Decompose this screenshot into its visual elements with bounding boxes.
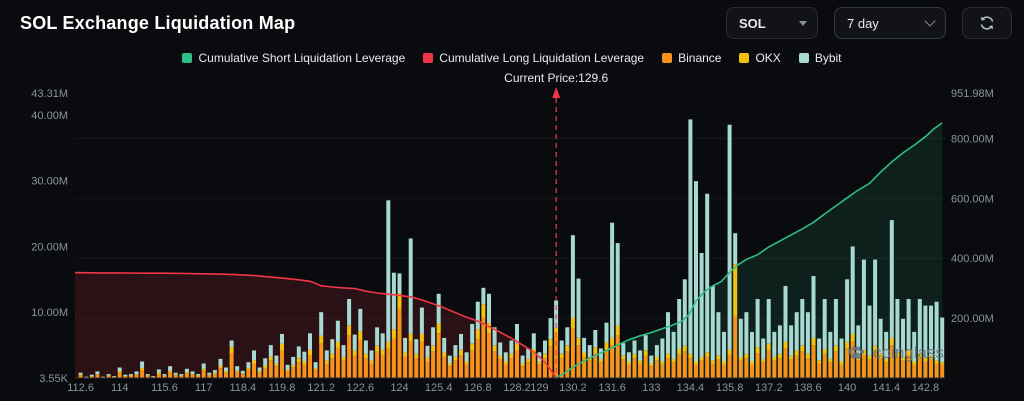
chart-legend: Cumulative Short Liquidation Leverage Cu… — [0, 48, 1024, 68]
x-axis-tick: 121.2 — [307, 382, 335, 394]
liquidation-bars — [78, 119, 945, 378]
header-controls: SOL 7 day — [726, 7, 1012, 39]
x-axis-tick: 133 — [642, 382, 660, 394]
x-axis-tick: 128.2 — [503, 382, 531, 394]
cumulative-long-line-area — [75, 272, 557, 378]
x-axis-tick: 118.4 — [229, 382, 256, 394]
legend-swatch-icon — [182, 53, 193, 63]
left-axis-tick: 43.31M — [31, 88, 68, 100]
x-axis-tick: 125.4 — [425, 382, 453, 394]
x-axis-tick: 130.2 — [559, 382, 587, 394]
cumulative-short-line — [555, 122, 943, 379]
x-axis-tick: 134.4 — [677, 382, 705, 394]
x-axis-tick: 142.8 — [912, 382, 940, 394]
left-axis-tick: 30.00M — [31, 176, 68, 188]
legend-swatch-icon — [423, 53, 434, 63]
current-price-label: Current Price:129.6 — [504, 71, 608, 85]
axis-labels: 43.31M 40.00M 30.00M 20.00M 10.00M 3.55K 951.9… — [31, 88, 994, 394]
page-header: SOL Exchange Liquidation Map SOL 7 day — [0, 0, 1024, 44]
legend-item-cumulative-short[interactable]: Cumulative Short Liquidation Leverage — [182, 51, 405, 65]
right-axis-tick: 600.00M — [951, 193, 994, 205]
right-axis-tick: 400.00M — [951, 253, 994, 265]
legend-item-okx[interactable]: OKX — [739, 51, 781, 65]
chevron-down-icon — [799, 20, 807, 26]
x-axis-tick: 112.6 — [67, 382, 94, 394]
left-axis-tick: 20.00M — [31, 241, 68, 253]
legend-label: Cumulative Long Liquidation Leverage — [439, 51, 645, 65]
left-axis-tick: 3.55K — [39, 373, 68, 385]
right-axis-tick: 800.00M — [951, 134, 994, 146]
timeframe-select-value: 7 day — [847, 15, 879, 31]
x-axis-tick: 124 — [390, 382, 408, 394]
x-axis-tick: 141.4 — [873, 382, 901, 394]
x-axis-tick: 119.8 — [269, 382, 296, 394]
right-axis-tick: 200.00M — [951, 313, 994, 325]
chart-area: Current Price:129.6 43.31M 40.00M 30.00M 20.… — [0, 68, 1024, 401]
x-axis-tick: 129 — [530, 382, 548, 394]
liquidation-chart[interactable]: Current Price:129.6 43.31M 40.00M 30.00M 20.… — [0, 68, 1024, 401]
x-axis-tick: 140 — [838, 382, 856, 394]
legend-label: Binance — [678, 51, 722, 65]
refresh-button[interactable] — [962, 7, 1012, 39]
x-axis-tick: 131.6 — [598, 382, 626, 394]
refresh-icon — [978, 14, 996, 32]
x-axis-tick: 126.8 — [464, 382, 492, 394]
x-axis-tick: 122.6 — [347, 382, 375, 394]
chevron-down-icon — [924, 15, 936, 27]
legend-label: OKX — [755, 51, 781, 65]
cumulative-long-line — [74, 271, 557, 378]
timeframe-select[interactable]: 7 day — [834, 7, 946, 39]
x-axis-tick: 138.6 — [794, 382, 822, 394]
x-axis-tick: 114 — [111, 382, 129, 394]
page-title: SOL Exchange Liquidation Map — [20, 12, 296, 33]
gridlines — [75, 138, 945, 319]
legend-swatch-icon — [798, 53, 809, 63]
legend-label: Cumulative Short Liquidation Leverage — [198, 51, 406, 65]
left-axis-tick: 10.00M — [31, 307, 68, 319]
arrow-up-icon — [552, 87, 561, 98]
legend-label: Bybit — [814, 51, 842, 65]
x-axis-tick: 137.2 — [755, 382, 783, 394]
legend-item-cumulative-long[interactable]: Cumulative Long Liquidation Leverage — [423, 51, 644, 65]
x-axis-tick: 135.8 — [716, 382, 744, 394]
x-axis-tick: 115.6 — [151, 382, 178, 394]
symbol-select[interactable]: SOL — [726, 7, 818, 39]
legend-item-bybit[interactable]: Bybit — [798, 51, 842, 65]
left-axis-tick: 40.00M — [31, 110, 68, 122]
legend-swatch-icon — [662, 53, 673, 63]
legend-swatch-icon — [739, 53, 750, 63]
symbol-select-value: SOL — [739, 15, 766, 31]
legend-item-binance[interactable]: Binance — [662, 51, 721, 65]
x-axis-tick: 117 — [195, 382, 213, 394]
right-axis-tick: 951.98M — [951, 88, 994, 100]
